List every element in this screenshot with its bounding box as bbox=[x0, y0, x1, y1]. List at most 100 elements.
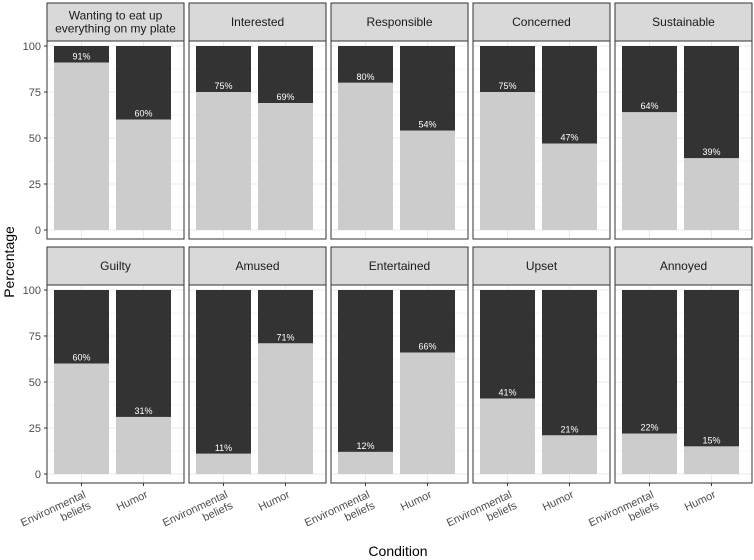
bar-share bbox=[542, 143, 597, 230]
bar-value-label: 69% bbox=[276, 92, 294, 102]
bar-share bbox=[196, 453, 251, 474]
bar-remainder bbox=[480, 46, 535, 92]
y-tick-label: 100 bbox=[23, 41, 41, 53]
bar-share bbox=[116, 416, 171, 474]
bar-share bbox=[684, 446, 739, 474]
panel-border bbox=[188, 284, 327, 484]
bar-remainder bbox=[258, 290, 313, 344]
bar-share bbox=[400, 352, 455, 474]
x-tick-label: Environmentalbeliefs bbox=[587, 489, 661, 541]
bar-share bbox=[338, 82, 393, 230]
panel-border bbox=[472, 284, 611, 484]
panel-title: everything on my plate bbox=[55, 22, 176, 36]
bar-remainder bbox=[116, 46, 171, 120]
bar-share bbox=[400, 130, 455, 230]
panel-9: Upset 41% 21% Environmentalbeliefs Humor bbox=[445, 246, 611, 529]
panel-10: Annoyed 22% 15% Environmentalbeliefs Humor bbox=[587, 246, 753, 541]
x-tick-label-line: Humor bbox=[115, 489, 150, 514]
panel-8: Entertained 12% 66% Environmentalbeliefs Hum… bbox=[303, 246, 469, 541]
bar-remainder bbox=[622, 290, 677, 434]
y-tick-label: 100 bbox=[23, 285, 41, 297]
bar-remainder bbox=[542, 290, 597, 436]
bar-remainder bbox=[258, 46, 313, 104]
y-tick-label: 50 bbox=[29, 377, 41, 389]
bar-remainder bbox=[54, 46, 109, 63]
panel-2: Interested 75% 69% bbox=[188, 2, 327, 240]
bar-value-label: 12% bbox=[356, 441, 374, 451]
bar-value-label: 64% bbox=[640, 101, 658, 111]
panel-title: Concerned bbox=[512, 15, 571, 29]
y-tick-label: 0 bbox=[35, 225, 41, 237]
y-axis-title: Percentage bbox=[1, 226, 17, 298]
bar-share bbox=[480, 398, 535, 474]
bar-value-label: 41% bbox=[498, 388, 516, 398]
bar-remainder bbox=[400, 290, 455, 353]
bar-share bbox=[116, 119, 171, 230]
panel-border bbox=[330, 40, 469, 240]
bar-value-label: 39% bbox=[702, 147, 720, 157]
y-tick-label: 0 bbox=[35, 469, 41, 481]
bar-value-label: 47% bbox=[560, 133, 578, 143]
x-tick-label-line: Humor bbox=[541, 489, 576, 514]
bar-share bbox=[480, 92, 535, 230]
y-tick-label: 25 bbox=[29, 423, 41, 435]
bar-share bbox=[338, 451, 393, 474]
bar-share bbox=[622, 433, 677, 474]
bar-remainder bbox=[684, 46, 739, 159]
x-axis-title: Condition bbox=[368, 543, 427, 559]
panel-3: Responsible 80% 54% bbox=[330, 2, 469, 240]
panel-border bbox=[472, 40, 611, 240]
bar-value-label: 54% bbox=[418, 120, 436, 130]
x-tick-label: Humor bbox=[399, 489, 434, 514]
bar-share bbox=[258, 343, 313, 474]
bar-remainder bbox=[338, 290, 393, 452]
bar-remainder bbox=[622, 46, 677, 113]
y-tick-label: 50 bbox=[29, 133, 41, 145]
y-tick-label: 75 bbox=[29, 87, 41, 99]
panel-title: Guilty bbox=[100, 259, 131, 273]
panel-strip bbox=[46, 2, 185, 42]
panel-border bbox=[46, 284, 185, 484]
x-tick-label-line: Humor bbox=[257, 489, 292, 514]
bar-remainder bbox=[116, 290, 171, 417]
bar-share bbox=[684, 158, 739, 230]
panel-strip bbox=[472, 246, 611, 286]
panel-5: Sustainable 64% 39% bbox=[614, 2, 753, 240]
bar-remainder bbox=[196, 290, 251, 454]
bar-value-label: 66% bbox=[418, 342, 436, 352]
bar-share bbox=[54, 62, 109, 231]
bar-value-label: 80% bbox=[356, 72, 374, 82]
bar-share bbox=[54, 363, 109, 474]
panel-strip bbox=[614, 246, 753, 286]
panel-border bbox=[188, 40, 327, 240]
bar-remainder bbox=[54, 290, 109, 364]
bar-remainder bbox=[684, 290, 739, 447]
panel-strip bbox=[472, 2, 611, 42]
bar-value-label: 11% bbox=[215, 443, 232, 453]
panel-4: Concerned 75% 47% bbox=[472, 2, 611, 240]
panel-border bbox=[614, 284, 753, 484]
panel-border bbox=[330, 284, 469, 484]
bar-share bbox=[622, 112, 677, 230]
panel-title: Sustainable bbox=[652, 15, 715, 29]
panel-border bbox=[614, 40, 753, 240]
x-tick-label-line: Humor bbox=[399, 489, 434, 514]
panel-strip bbox=[188, 246, 327, 286]
x-tick-label: Environmentalbeliefs bbox=[19, 489, 93, 541]
x-tick-label: Environmentalbeliefs bbox=[303, 489, 377, 541]
panel-strip bbox=[330, 246, 469, 286]
panel-title: Amused bbox=[235, 259, 279, 273]
bar-remainder bbox=[400, 46, 455, 131]
bar-remainder bbox=[338, 46, 393, 83]
bar-value-label: 15% bbox=[702, 435, 720, 445]
panel-title: Annoyed bbox=[660, 259, 707, 273]
panel-border bbox=[46, 40, 185, 240]
panel-title: Upset bbox=[526, 259, 558, 273]
bar-value-label: 22% bbox=[640, 423, 658, 433]
bar-remainder bbox=[480, 290, 535, 399]
panel-strip bbox=[330, 2, 469, 42]
panel-title: Interested bbox=[231, 15, 284, 29]
bar-share bbox=[258, 103, 313, 230]
